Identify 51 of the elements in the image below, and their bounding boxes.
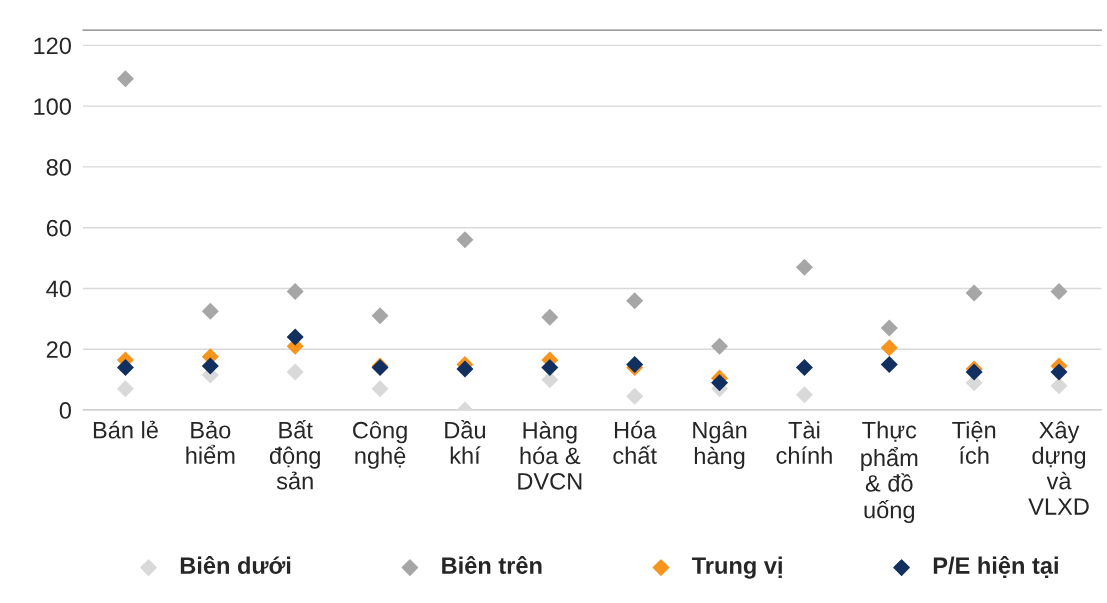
point (711, 374, 729, 392)
x-tick-label: Bán lẻ (93, 420, 158, 439)
x-tick-label: Bảo hiểm (186, 420, 235, 464)
point (795, 258, 813, 276)
point (1050, 363, 1068, 381)
x-tick-label: Tiện ích (952, 421, 996, 464)
point (880, 339, 898, 357)
x-tick-label: Hóa chất (613, 420, 657, 464)
point (711, 337, 729, 355)
legend-label: Biên trên (442, 556, 542, 574)
y-tick-label: 100 (34, 98, 71, 115)
point (1050, 377, 1068, 395)
point (116, 380, 134, 398)
y-tick-label: 80 (46, 158, 71, 176)
point (795, 358, 813, 376)
x-tick-label: Bất động sản (269, 420, 320, 490)
point (541, 358, 559, 376)
point (456, 360, 474, 378)
point (201, 357, 219, 375)
point (1050, 283, 1068, 301)
point (371, 380, 389, 398)
legend-label: P/E hiện tại (933, 556, 1058, 578)
y-tick-label: 120 (34, 37, 71, 55)
y-tick-label: 0 (59, 402, 71, 419)
point (116, 70, 134, 88)
point (626, 292, 644, 310)
x-tick-label: Ngân hàng (693, 421, 747, 469)
point (286, 363, 304, 381)
x-tick-label: Hàng hóa & DVCN (518, 421, 582, 490)
legend-label: Trung vị (691, 556, 782, 579)
x-tick-label: Dầu khí (445, 420, 486, 464)
y-tick-label: 40 (46, 280, 71, 298)
point (456, 231, 474, 249)
point (880, 319, 898, 337)
point (201, 302, 219, 320)
point (116, 358, 134, 376)
legend-label: Biên dưới (180, 556, 291, 574)
point (965, 284, 983, 302)
point (371, 307, 389, 325)
point (286, 328, 304, 346)
x-tick-label: Thực phẩm & đồ uống (861, 421, 918, 524)
x-tick-label: Xây dựng và VLXD (1028, 421, 1089, 515)
y-tick-label: 60 (46, 219, 71, 237)
y-tick-label: 20 (46, 341, 71, 359)
x-tick-label: Tài chính (776, 420, 832, 464)
point (286, 283, 304, 301)
point (541, 308, 559, 326)
point (795, 386, 813, 404)
x-tick-label: Công nghệ (353, 421, 407, 469)
point (880, 355, 898, 373)
point (626, 387, 644, 405)
